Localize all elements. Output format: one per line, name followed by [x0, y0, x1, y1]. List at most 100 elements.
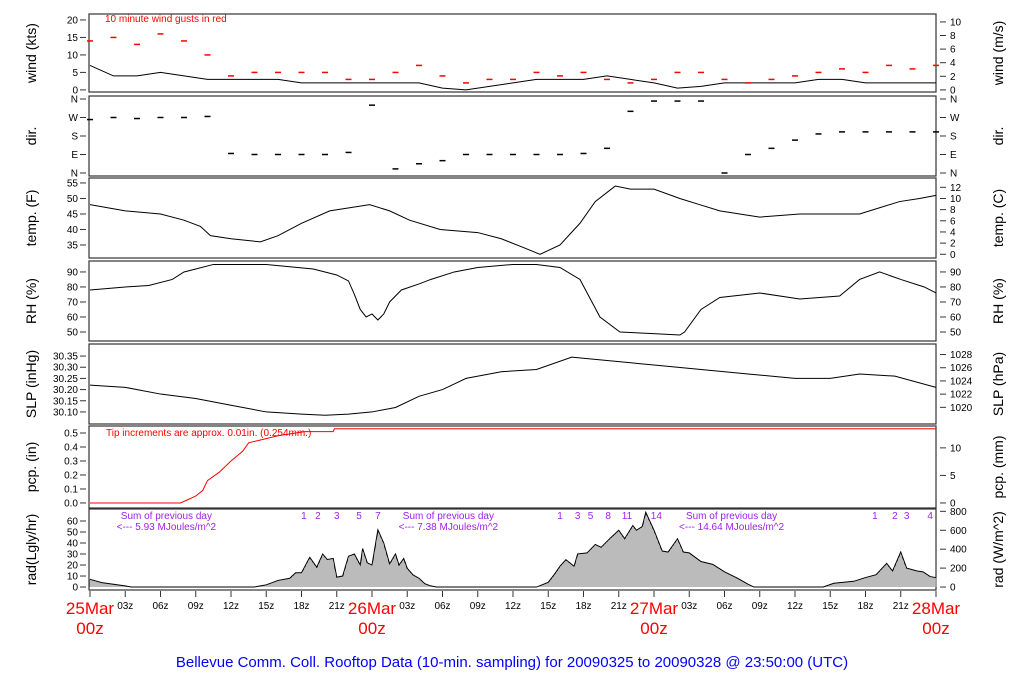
pcp-left-tick-label: 0.4: [64, 442, 78, 453]
slp-left-axis-label: SLP (inHg): [23, 350, 39, 418]
x-tick-label: 06z: [434, 601, 450, 612]
rad-marker-label: 1: [872, 511, 878, 522]
day-label-hour: 00z: [358, 619, 385, 638]
slp-right-axis-label: SLP (hPa): [990, 352, 1006, 416]
wind-left-tick-label: 0: [72, 85, 78, 96]
dir-right-tick-label: N: [950, 168, 957, 179]
temp-right-axis-label: temp. (C): [990, 189, 1006, 247]
x-axis: 03z 06z 09z 12z 15z 18z 21z 03z 06z 09z 12z 15z 18z 2…: [66, 591, 960, 638]
dir-right-axis-label: dir.: [990, 127, 1006, 146]
day-label-date: 26Mar: [348, 599, 397, 618]
wind-right-tick-label: 8: [950, 31, 956, 42]
x-tick-label: 09z: [188, 601, 204, 612]
rad-left-tick-label: 20: [67, 561, 79, 572]
x-tick-label: 18z: [575, 601, 591, 612]
rad-right-tick-label: 0: [950, 583, 956, 594]
dir-left-axis-label: dir.: [23, 127, 39, 146]
wind-annotation: 10 minute wind gusts in red: [105, 14, 227, 25]
dir-left-tick-label: E: [71, 150, 78, 161]
rad-left-tick-label: 0: [72, 583, 78, 594]
wind-right-tick-label: 0: [950, 85, 956, 96]
rad-right-tick-label: 600: [950, 526, 967, 537]
x-tick-label: 12z: [505, 601, 521, 612]
temp-left-axis-label: temp. (F): [23, 190, 39, 247]
rad-marker-label: 8: [605, 511, 611, 522]
rh-right-tick-label: 70: [950, 297, 962, 308]
temp-right-tick-label: 6: [950, 216, 956, 227]
x-tick-label: 15z: [258, 601, 274, 612]
dir-frame: [88, 95, 937, 177]
rad-marker-label: 2: [892, 511, 898, 522]
x-tick-label: 21z: [329, 601, 345, 612]
wind-frame: [88, 13, 937, 93]
rad-marker-label: 5: [356, 511, 362, 522]
pcp-right-tick-label: 0: [950, 498, 956, 509]
pcp-right-tick-label: 5: [950, 471, 956, 482]
pcp-left-tick-label: 0.0: [64, 498, 78, 509]
pcp-left-tick-label: 0.5: [64, 428, 78, 439]
slp-right-tick-label: 1020: [950, 403, 973, 414]
rad-marker-label: 1: [301, 511, 307, 522]
slp-left-tick-label: 30.15: [53, 396, 78, 407]
temp-left-tick-label: 45: [67, 209, 79, 220]
temp-frame: [88, 177, 937, 259]
panel-pcp: 0.0 0.1 0.2 0.3 0.4 0.5 0 5 10 pcp. (in) pcp. (mm)…: [23, 425, 1006, 509]
rh-right-tick-label: 50: [950, 327, 962, 338]
daily-sum-value: <--- 5.93 MJoules/m^2: [117, 522, 217, 533]
dir-left-tick-label: W: [69, 113, 79, 124]
temp-right-tick-label: 8: [950, 205, 956, 216]
x-tick-label: 21z: [893, 601, 909, 612]
temp-series-line: [89, 185, 937, 255]
wind-left-axis-label: wind (kts): [23, 23, 39, 84]
temp-right-tick-label: 12: [950, 183, 962, 194]
rh-right-axis-label: RH (%): [990, 278, 1006, 324]
rad-marker-label: 7: [375, 511, 381, 522]
pcp-left-tick-label: 0.3: [64, 456, 78, 467]
rad-marker-label: 4: [927, 511, 933, 522]
pcp-left-axis-label: pcp. (in): [23, 442, 39, 493]
temp-left-tick-label: 50: [67, 194, 79, 205]
pcp-annotation: Tip increments are approx. 0.01in. (0.25…: [106, 428, 311, 439]
rh-right-tick-label: 60: [950, 312, 962, 323]
temp-left-tick-label: 55: [67, 178, 79, 189]
rh-left-axis-label: RH (%): [23, 278, 39, 324]
rad-right-tick-label: 200: [950, 564, 967, 575]
daily-sum-label: Sum of previous day: [403, 511, 494, 522]
rh-left-tick-label: 60: [67, 312, 79, 323]
chart-title: Bellevue Comm. Coll. Rooftop Data (10-mi…: [176, 654, 848, 671]
rad-marker-label: 1: [557, 511, 563, 522]
slp-left-tick-label: 30.20: [53, 385, 78, 396]
wind-right-tick-label: 6: [950, 45, 956, 56]
rad-left-tick-label: 50: [67, 528, 79, 539]
slp-left-tick-label: 30.10: [53, 407, 78, 418]
daily-sum-value: <--- 14.64 MJoules/m^2: [679, 522, 784, 533]
x-tick-label: 06z: [152, 601, 168, 612]
rad-marker-label: 3: [334, 511, 340, 522]
rh-right-tick-label: 80: [950, 282, 962, 293]
rad-right-axis-label: rad (W/m^2): [990, 511, 1006, 588]
x-tick-label: 15z: [822, 601, 838, 612]
temp-left-tick-label: 35: [67, 240, 79, 251]
wind-right-tick-label: 4: [950, 58, 956, 69]
wind-left-tick-label: 15: [67, 33, 79, 44]
x-tick-label: 15z: [540, 601, 556, 612]
rad-marker-label: 14: [651, 511, 663, 522]
x-tick-label: 03z: [117, 601, 133, 612]
panel-rh: 50 60 70 80 90 50 60 70 80 90 RH (%) RH (%): [23, 260, 1006, 342]
rad-right-tick-label: 400: [950, 545, 967, 556]
dir-left-tick-label: N: [71, 95, 78, 106]
panel-wind: 0 5 10 15 20 0 2 4 6 8 10 wind (kts) wind (m/s) 10 mi…: [23, 13, 1006, 96]
pcp-frame: [88, 425, 937, 509]
rad-right-tick-label: 800: [950, 507, 967, 518]
daily-sum-label: Sum of previous day: [686, 511, 777, 522]
x-tick-label: 18z: [293, 601, 309, 612]
rh-left-tick-label: 50: [67, 327, 79, 338]
rad-left-axis-label: rad(Lgly/hr): [23, 514, 39, 586]
day-label-hour: 00z: [76, 619, 103, 638]
day-label-hour: 00z: [640, 619, 667, 638]
x-tick-label: 06z: [716, 601, 732, 612]
